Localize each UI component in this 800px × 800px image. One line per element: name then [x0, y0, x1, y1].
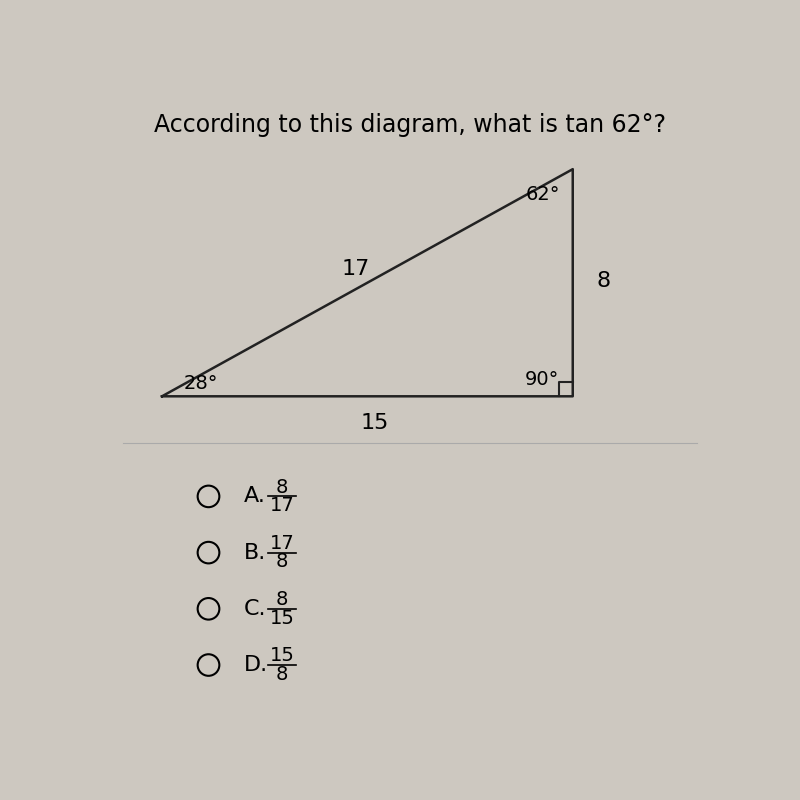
Text: 8: 8: [276, 665, 288, 684]
Text: 8: 8: [276, 590, 288, 609]
Text: 17: 17: [270, 534, 294, 553]
Text: 8: 8: [276, 552, 288, 571]
Text: 90°: 90°: [525, 370, 559, 389]
Text: 17: 17: [342, 259, 370, 279]
Text: 8: 8: [597, 270, 611, 290]
Text: 15: 15: [270, 646, 294, 666]
Text: C.: C.: [243, 599, 266, 619]
Text: 8: 8: [276, 478, 288, 497]
Text: 15: 15: [361, 414, 390, 434]
Text: 15: 15: [270, 609, 294, 627]
Text: 62°: 62°: [526, 185, 561, 204]
Text: 28°: 28°: [183, 374, 218, 394]
Text: According to this diagram, what is tan 62°?: According to this diagram, what is tan 6…: [154, 114, 666, 138]
Text: B.: B.: [243, 542, 266, 562]
Text: 17: 17: [270, 496, 294, 515]
Text: A.: A.: [243, 486, 266, 506]
Text: D.: D.: [243, 655, 267, 675]
